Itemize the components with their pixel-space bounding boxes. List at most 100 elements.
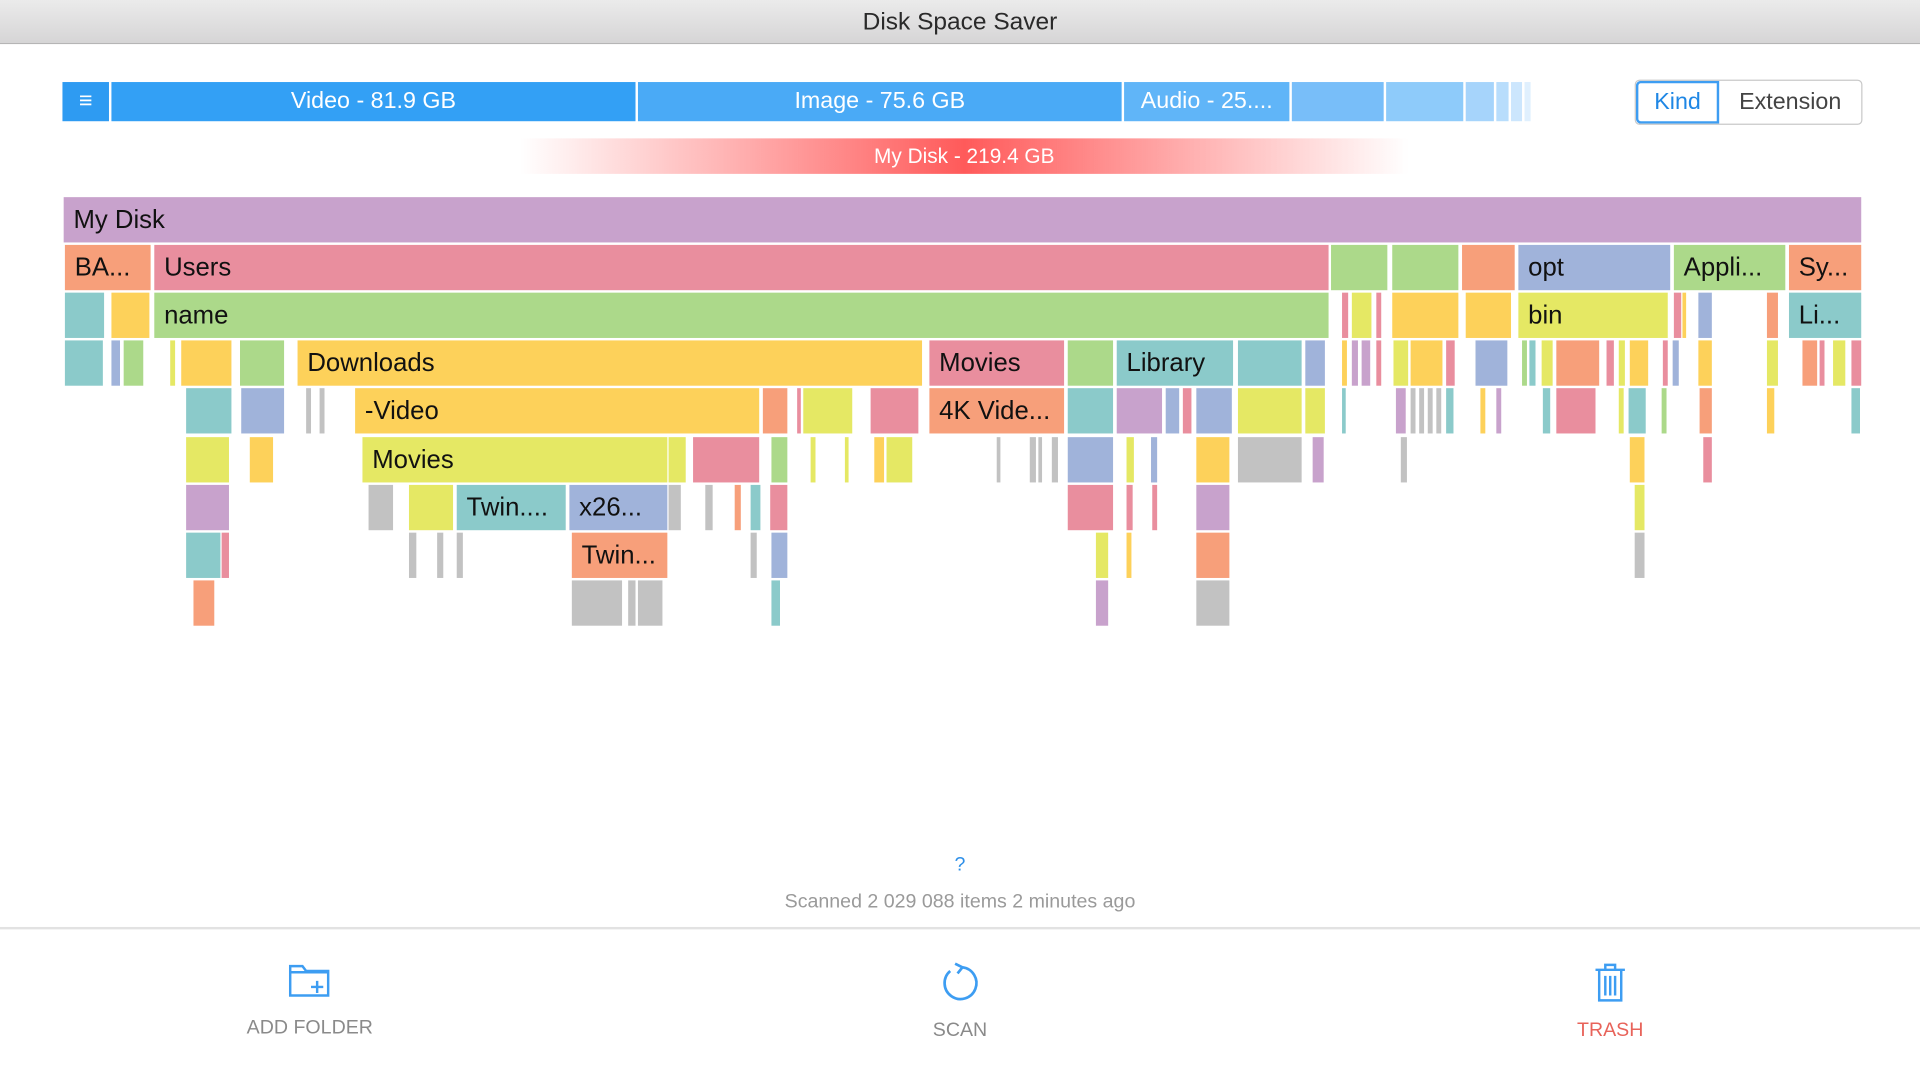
folder-block[interactable] — [1698, 292, 1712, 339]
folder-block[interactable] — [1126, 532, 1132, 578]
folder-block[interactable] — [1237, 340, 1302, 387]
folder-block[interactable] — [1237, 436, 1302, 482]
folder-block[interactable] — [1095, 532, 1109, 578]
folder-block[interactable] — [996, 436, 1001, 482]
menu-button[interactable]: ≡ — [62, 82, 109, 122]
folder-block-x26[interactable]: x26... — [569, 484, 668, 530]
folder-block[interactable] — [571, 580, 623, 626]
folder-block[interactable] — [1703, 436, 1712, 482]
folder-block[interactable] — [1556, 388, 1596, 434]
folder-block[interactable] — [123, 340, 144, 387]
folder-block[interactable] — [1446, 340, 1455, 387]
kind-segment[interactable] — [1524, 82, 1531, 122]
folder-block[interactable] — [1116, 388, 1163, 434]
folder-block-downloads[interactable]: Downloads — [297, 340, 923, 387]
folder-block[interactable] — [170, 340, 176, 387]
folder-block[interactable] — [874, 436, 885, 482]
help-link[interactable]: ? — [954, 854, 966, 876]
folder-block-bin[interactable]: bin — [1518, 292, 1668, 339]
folder-block[interactable] — [1196, 436, 1230, 482]
folder-block-library[interactable]: Library — [1116, 340, 1234, 387]
folder-block[interactable] — [770, 484, 788, 530]
folder-block[interactable] — [1400, 436, 1407, 482]
folder-block[interactable] — [1067, 436, 1114, 482]
trash-button[interactable]: TRASH — [1488, 961, 1733, 1042]
folder-block[interactable] — [1182, 388, 1192, 434]
folder-block[interactable] — [1618, 340, 1625, 387]
folder-block[interactable] — [241, 388, 285, 434]
folder-block-twin1[interactable]: Twin.... — [456, 484, 566, 530]
folder-block[interactable] — [1029, 436, 1036, 482]
folder-block[interactable] — [1392, 245, 1459, 291]
folder-block[interactable] — [1151, 436, 1158, 482]
folder-block[interactable] — [803, 388, 853, 434]
folder-block[interactable] — [1662, 340, 1668, 387]
folder-block[interactable] — [886, 436, 913, 482]
folder-block-opt[interactable]: opt — [1518, 245, 1671, 291]
folder-block[interactable] — [1529, 340, 1536, 387]
scan-button[interactable]: SCAN — [838, 961, 1083, 1042]
folder-block[interactable] — [1196, 484, 1230, 530]
folder-block[interactable] — [1410, 340, 1443, 387]
folder-block[interactable] — [628, 580, 636, 626]
kind-segment[interactable] — [1465, 82, 1494, 122]
folder-block-users[interactable]: Users — [154, 245, 1329, 291]
folder-block[interactable] — [668, 436, 686, 482]
folder-block[interactable] — [1067, 484, 1114, 530]
folder-block[interactable] — [668, 484, 681, 530]
folder-block[interactable] — [1462, 245, 1515, 291]
folder-block[interactable] — [797, 388, 801, 434]
folder-block[interactable] — [734, 484, 741, 530]
folder-block[interactable] — [186, 388, 232, 434]
folder-block[interactable] — [1312, 436, 1324, 482]
folder-block[interactable] — [319, 388, 325, 434]
folder-block[interactable] — [750, 532, 757, 578]
folder-block[interactable] — [750, 484, 761, 530]
folder-block[interactable] — [186, 484, 229, 530]
folder-block[interactable] — [1427, 388, 1433, 434]
folder-block-twin2[interactable]: Twin... — [571, 532, 668, 578]
folder-block[interactable] — [1833, 340, 1846, 387]
folder-block[interactable] — [1410, 388, 1416, 434]
folder-block[interactable] — [368, 484, 394, 530]
add-folder-button[interactable]: ADD FOLDER — [187, 961, 432, 1039]
folder-block[interactable] — [456, 532, 463, 578]
folder-block[interactable] — [1446, 388, 1454, 434]
folder-block[interactable] — [240, 340, 285, 387]
folder-block[interactable] — [637, 580, 663, 626]
folder-block[interactable] — [1542, 388, 1551, 434]
folder-block[interactable] — [1629, 436, 1645, 482]
folder-block[interactable] — [1393, 340, 1409, 387]
folder-block[interactable] — [1522, 340, 1527, 387]
folder-block[interactable] — [1095, 580, 1109, 626]
folder-block[interactable] — [1541, 340, 1553, 387]
folder-block[interactable] — [1436, 388, 1442, 434]
folder-block[interactable] — [193, 580, 215, 626]
folder-block-root[interactable]: My Disk — [63, 197, 1862, 243]
folder-block[interactable] — [1392, 292, 1459, 339]
folder-block[interactable] — [844, 436, 849, 482]
folder-block-name[interactable]: name — [154, 292, 1329, 339]
folder-block[interactable] — [1629, 340, 1649, 387]
folder-block[interactable] — [1305, 388, 1325, 434]
folder-block[interactable] — [771, 532, 788, 578]
toggle-kind[interactable]: Kind — [1635, 80, 1720, 124]
kind-segment[interactable] — [1386, 82, 1464, 122]
folder-block[interactable] — [249, 436, 274, 482]
folder-block[interactable] — [771, 436, 788, 482]
folder-block[interactable] — [1067, 340, 1114, 387]
folder-block-ba[interactable]: BA... — [64, 245, 151, 291]
folder-block[interactable] — [1672, 340, 1679, 387]
folder-block[interactable] — [1038, 436, 1043, 482]
folder-block[interactable] — [1475, 340, 1508, 387]
folder-block[interactable] — [1851, 388, 1861, 434]
folder-block[interactable] — [1766, 388, 1775, 434]
folder-block-li[interactable]: Li... — [1788, 292, 1862, 339]
folder-block[interactable] — [64, 292, 105, 339]
kind-segment[interactable]: Audio - 25.... — [1124, 82, 1290, 122]
folder-block[interactable] — [1395, 388, 1406, 434]
folder-block-sy[interactable]: Sy... — [1788, 245, 1862, 291]
folder-block[interactable] — [1496, 388, 1502, 434]
folder-block[interactable] — [1196, 388, 1232, 434]
folder-block[interactable] — [64, 340, 103, 387]
